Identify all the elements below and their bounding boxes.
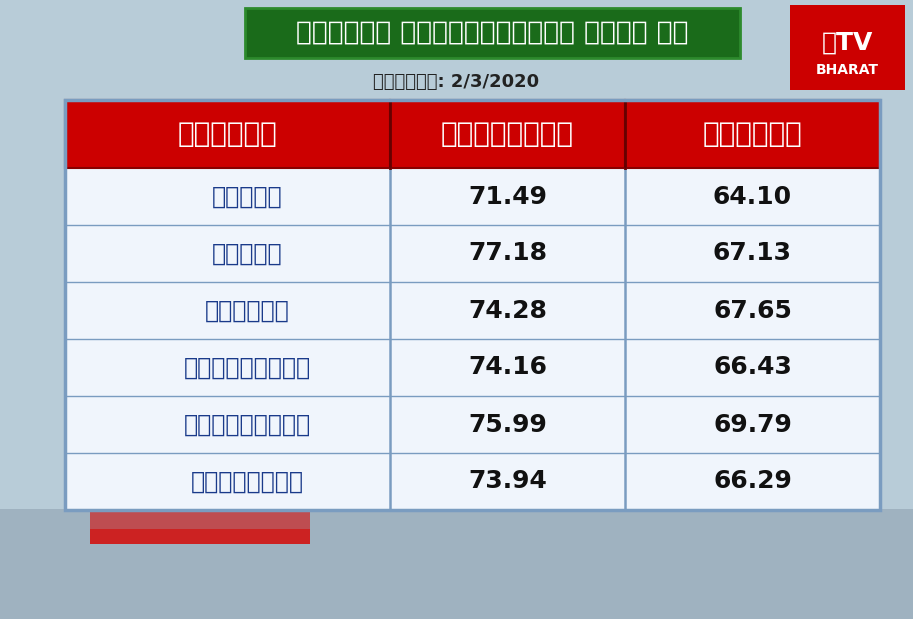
Text: BHARAT: BHARAT — [816, 63, 879, 77]
Text: ಹೈದರಾಬಾದ್: ಹೈದರಾಬಾದ್ — [184, 412, 311, 436]
Text: 67.13: 67.13 — [713, 241, 792, 266]
Text: 77.18: 77.18 — [468, 241, 547, 266]
Text: ಕೋಲ್ಕತ್ತಾ: ಕೋಲ್ಕತ್ತಾ — [184, 355, 311, 379]
Text: 66.29: 66.29 — [713, 469, 792, 493]
Text: ಮೆಟ್ರೋ ಸಿಟಿಗಳಲ್ಲಿನ ಇಂಧನ ದರ: ಮೆಟ್ರೋ ಸಿಟಿಗಳಲ್ಲಿನ ಇಂಧನ ದರ — [296, 20, 688, 46]
Bar — [65, 100, 390, 168]
Bar — [65, 100, 880, 510]
Text: ದೆಹಳಿ: ದೆಹಳಿ — [212, 184, 283, 209]
Text: ఈTV: ఈTV — [822, 31, 873, 55]
Text: ದಿನಾಂಕ: 2/3/2020: ದಿನಾಂಕ: 2/3/2020 — [373, 73, 540, 91]
Bar — [65, 100, 880, 510]
Text: 74.28: 74.28 — [468, 298, 547, 322]
Text: 69.79: 69.79 — [713, 412, 792, 436]
Text: ಬೆಂಗಳೂರು: ಬೆಂಗಳೂರು — [191, 469, 304, 493]
Text: 73.94: 73.94 — [468, 469, 547, 493]
Text: 67.65: 67.65 — [713, 298, 792, 322]
Bar — [790, 5, 905, 90]
Text: 71.49: 71.49 — [468, 184, 547, 209]
Bar — [90, 509, 310, 529]
Text: 66.43: 66.43 — [713, 355, 792, 379]
Text: ಮುಂಬೈ: ಮುಂಬೈ — [212, 241, 283, 266]
Bar — [390, 100, 625, 168]
Text: ನಗರಗಳು: ನಗರಗಳು — [178, 120, 278, 148]
Text: ಚೆನ್ನೈ: ಚೆನ್ನೈ — [205, 298, 289, 322]
Text: ಪೆಟ್ರೋಲ್: ಪೆಟ್ರೋಲ್ — [441, 120, 574, 148]
Text: 75.99: 75.99 — [468, 412, 547, 436]
Bar — [0, 509, 913, 619]
Bar — [245, 8, 740, 58]
Bar — [625, 100, 880, 168]
Bar — [90, 529, 310, 544]
Text: ಡೀಸೆಲ್: ಡೀಸೆಲ್ — [703, 120, 803, 148]
Text: 64.10: 64.10 — [713, 184, 792, 209]
Text: 74.16: 74.16 — [468, 355, 547, 379]
